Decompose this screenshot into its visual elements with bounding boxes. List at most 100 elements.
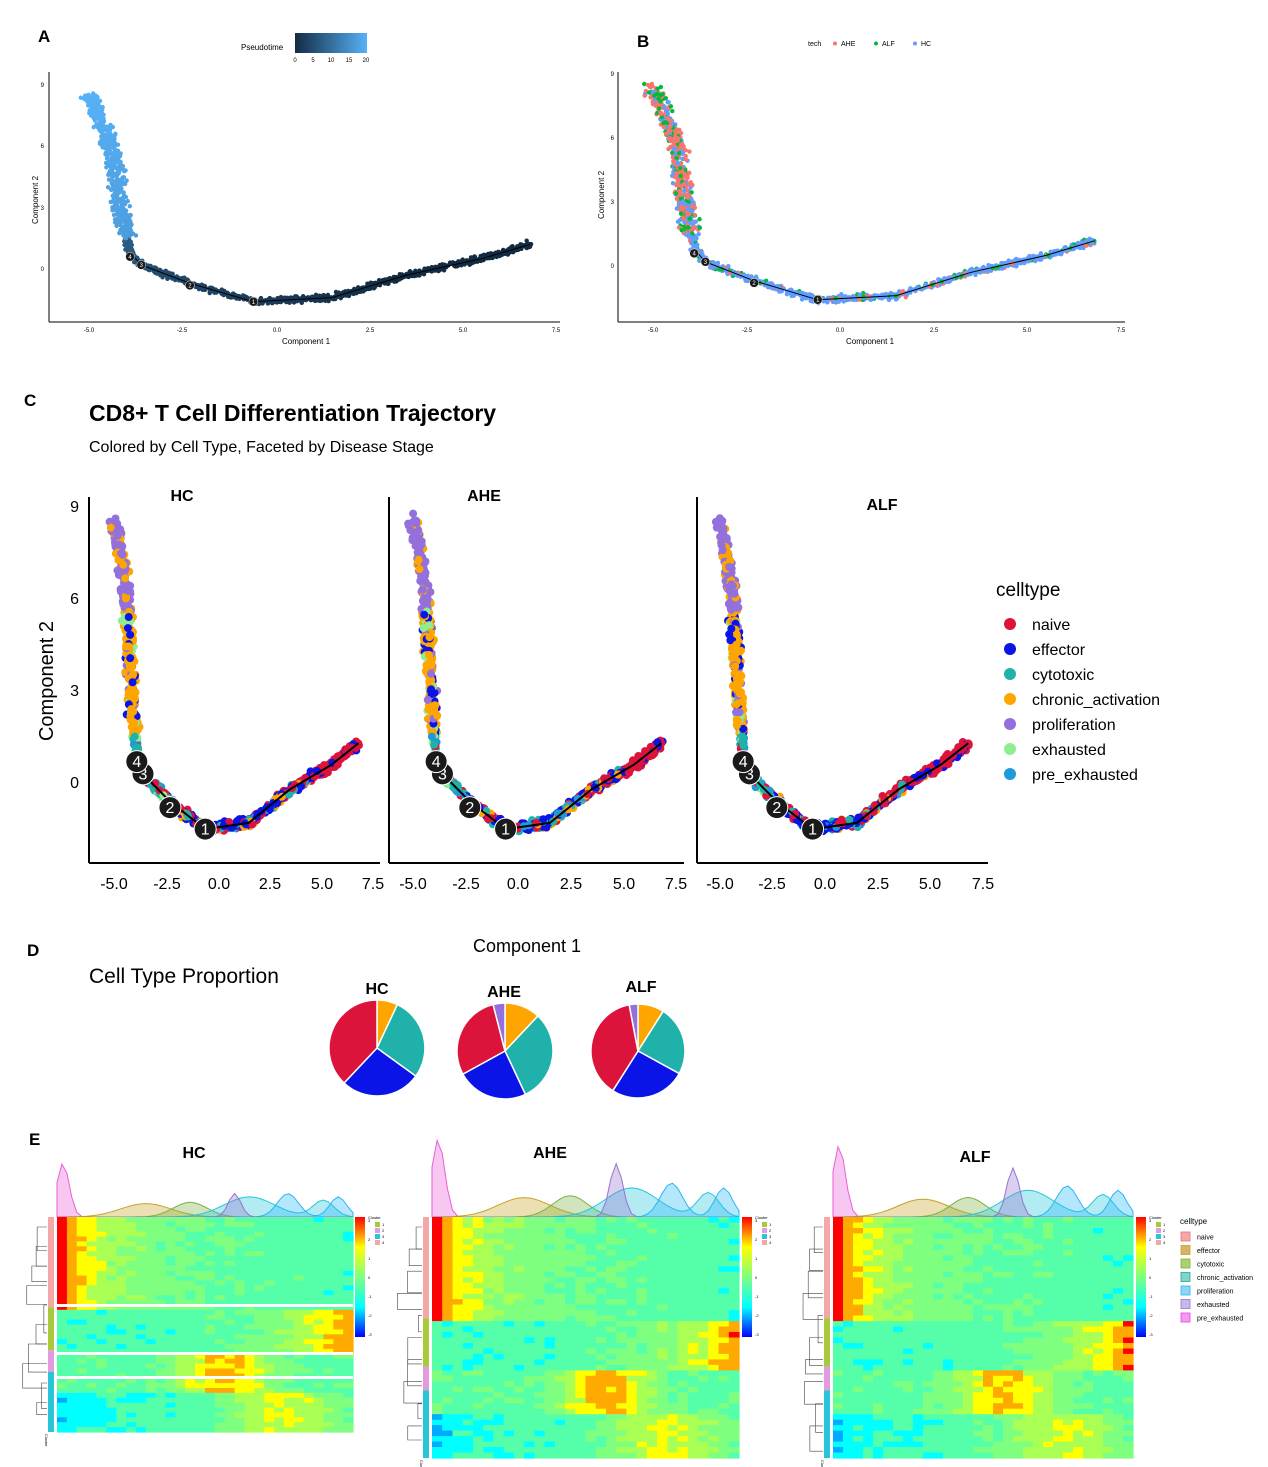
a-xtick: 0.0 xyxy=(273,328,282,334)
a-cell-point xyxy=(99,107,105,113)
b-cell-point xyxy=(679,192,684,197)
a-cell-point xyxy=(113,143,118,148)
a-cell-point xyxy=(97,127,102,132)
b-cell-point xyxy=(683,192,689,198)
pt-tick-5: 5 xyxy=(311,58,315,64)
c-cell-point xyxy=(119,585,128,594)
b-cell-point xyxy=(700,252,705,257)
b-cell-point xyxy=(652,93,657,98)
c-cell-point xyxy=(118,550,127,559)
a-cell-point xyxy=(108,145,114,150)
a-cell-point xyxy=(110,155,116,160)
a-cell-point xyxy=(113,191,118,196)
pt-tick-15: 15 xyxy=(346,58,353,64)
b-cell-point xyxy=(799,297,805,302)
b-ytick: 0 xyxy=(611,264,615,270)
b-ytick: 6 xyxy=(611,136,615,142)
c-cell-point xyxy=(128,717,137,726)
b-cell-point xyxy=(679,227,684,233)
a-ytick: 0 xyxy=(41,267,45,273)
a-cell-point xyxy=(119,202,125,208)
pt-tick-0: 0 xyxy=(293,58,297,64)
b-cell-point xyxy=(655,86,660,91)
b-cell-point xyxy=(642,81,647,87)
b-cell-point xyxy=(697,225,703,230)
a-cell-point xyxy=(123,235,128,241)
a-cell-point xyxy=(124,243,130,249)
a-cell-point xyxy=(117,153,123,159)
a-cell-point xyxy=(111,174,116,179)
pseudotime-colorbar xyxy=(295,33,367,53)
tech-legend-swatch-hc xyxy=(913,41,917,46)
c-cell-point xyxy=(127,662,136,671)
a-cell-point xyxy=(115,185,120,191)
b-cell-point xyxy=(681,181,687,187)
b-cell-point xyxy=(660,92,665,97)
c-cell-point xyxy=(420,610,429,619)
b-ytick: 9 xyxy=(611,72,615,78)
a-cell-point xyxy=(133,233,139,238)
c-cell-point xyxy=(111,514,120,523)
b-cell-point xyxy=(651,89,656,94)
a-cell-point xyxy=(101,138,106,143)
c-cell-point xyxy=(124,642,133,651)
a-cell-point xyxy=(107,126,112,132)
a-cell-point xyxy=(260,299,265,305)
b-scatter-points xyxy=(642,81,1097,306)
a-cell-point xyxy=(112,133,117,139)
a-cell-point xyxy=(97,98,103,104)
b-cell-point xyxy=(664,131,669,136)
c-cell-point xyxy=(124,613,133,622)
a-xtick: 5.0 xyxy=(459,328,468,334)
b-cell-point xyxy=(659,111,664,116)
b-cell-point xyxy=(696,231,701,237)
c-facet-ahe: AHE xyxy=(467,488,501,505)
b-cell-point xyxy=(656,106,662,111)
b-cell-point xyxy=(678,166,683,171)
b-cell-point xyxy=(868,297,873,303)
c-facet-alf: ALF xyxy=(866,497,897,514)
c-cell-point xyxy=(433,711,442,720)
a-x-label: Component 1 xyxy=(282,337,331,346)
b-cell-point xyxy=(675,161,681,166)
b-cell-point xyxy=(697,217,702,222)
b-cell-point xyxy=(857,292,862,297)
b-xtick: 0.0 xyxy=(836,328,845,334)
pseudotime-legend-ticks: 0 5 10 15 20 xyxy=(293,58,370,64)
c-cell-point xyxy=(419,598,428,607)
pseudotime-legend-title: Pseudotime xyxy=(241,43,284,52)
a-cell-point xyxy=(123,194,129,200)
a-cell-point xyxy=(109,180,114,186)
a-cell-point xyxy=(106,177,112,182)
c-cell-point xyxy=(427,732,436,741)
b-xtick: 2.5 xyxy=(930,328,939,334)
c-cell-point xyxy=(117,616,126,625)
panel-c: C CD8+ T Cell Differentiation Trajectory… xyxy=(24,391,1160,956)
panel-label-c: C xyxy=(24,391,36,410)
a-cell-point xyxy=(488,251,494,256)
b-cell-point xyxy=(691,200,696,205)
a-cell-point xyxy=(125,198,130,204)
a-xtick: 7.5 xyxy=(552,328,561,334)
a-cell-point xyxy=(118,228,124,234)
a-cell-point xyxy=(325,292,331,298)
c-cell-point xyxy=(415,565,424,574)
b-cell-point xyxy=(674,127,680,132)
b-cell-point xyxy=(889,294,895,299)
c-cell-point xyxy=(130,732,139,741)
c-cell-point xyxy=(427,669,436,678)
a-cell-point xyxy=(109,170,114,175)
c-subtitle: Colored by Cell Type, Faceted by Disease… xyxy=(89,439,434,456)
tech-legend-title: tech xyxy=(808,41,821,48)
a-cell-point xyxy=(128,232,133,238)
c-cell-point xyxy=(418,585,427,594)
c-facet-hc: HC xyxy=(170,488,194,505)
tech-legend-swatch-alf xyxy=(874,41,878,46)
a-cell-point xyxy=(127,203,132,209)
a-cell-point xyxy=(456,259,461,264)
c-cell-point xyxy=(121,574,130,583)
b-cell-point xyxy=(1059,251,1064,257)
a-cell-point xyxy=(107,159,112,165)
b-cell-point xyxy=(661,120,666,126)
